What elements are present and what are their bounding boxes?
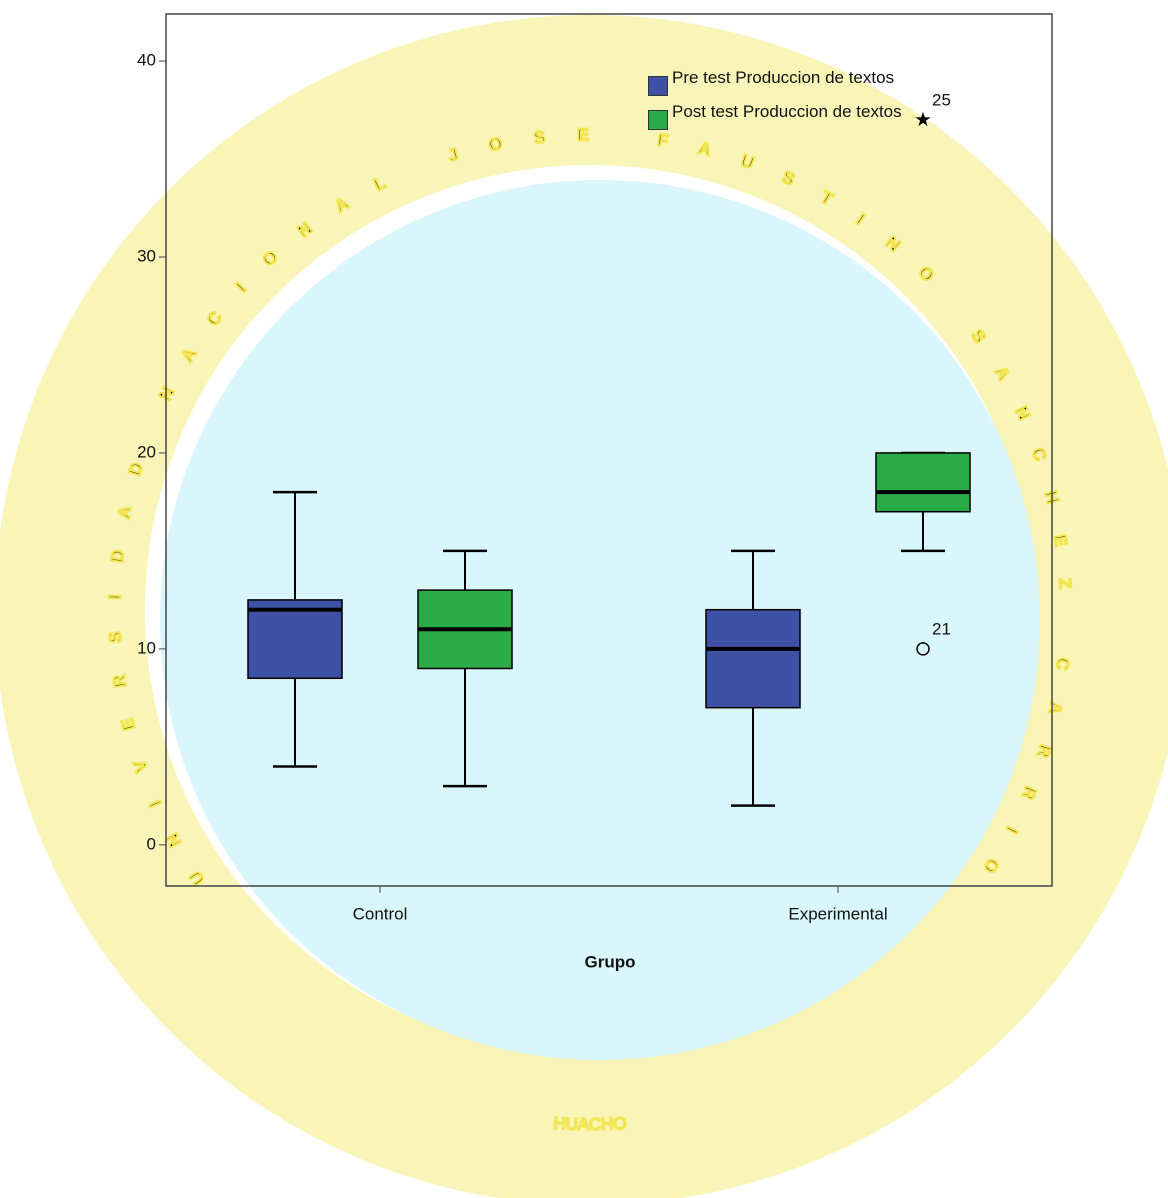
y-tick-label: 10 [137,638,156,657]
box [247,599,343,680]
box [875,452,971,513]
legend-label: Pre test Produccion de textos [672,68,895,87]
legend-item: Post test Produccion de textos [648,102,902,130]
watermark-bottom: HUACHO [553,1114,627,1134]
box [705,608,801,709]
x-tick-label: Control [353,904,408,923]
extreme-outlier [915,111,931,127]
legend: Pre test Produccion de textos Post test P… [648,68,902,138]
x-axis-label: Grupo [585,952,636,971]
outlier-label: 25 [932,90,951,109]
legend-swatch [648,110,668,130]
plot-frame [165,13,1053,887]
y-tick-label: 20 [137,442,156,461]
legend-item: Pre test Produccion de textos [648,68,902,96]
outlier [916,642,930,656]
legend-label: Post test Produccion de textos [672,102,902,121]
y-tick-label: 30 [137,246,156,265]
y-tick-label: 0 [147,834,156,853]
x-tick-label: Experimental [788,904,887,923]
legend-swatch [648,76,668,96]
y-tick-label: 40 [137,51,156,70]
outlier-label: 21 [932,619,951,638]
watermark-bottom-text: HUACHO [552,1113,628,1135]
